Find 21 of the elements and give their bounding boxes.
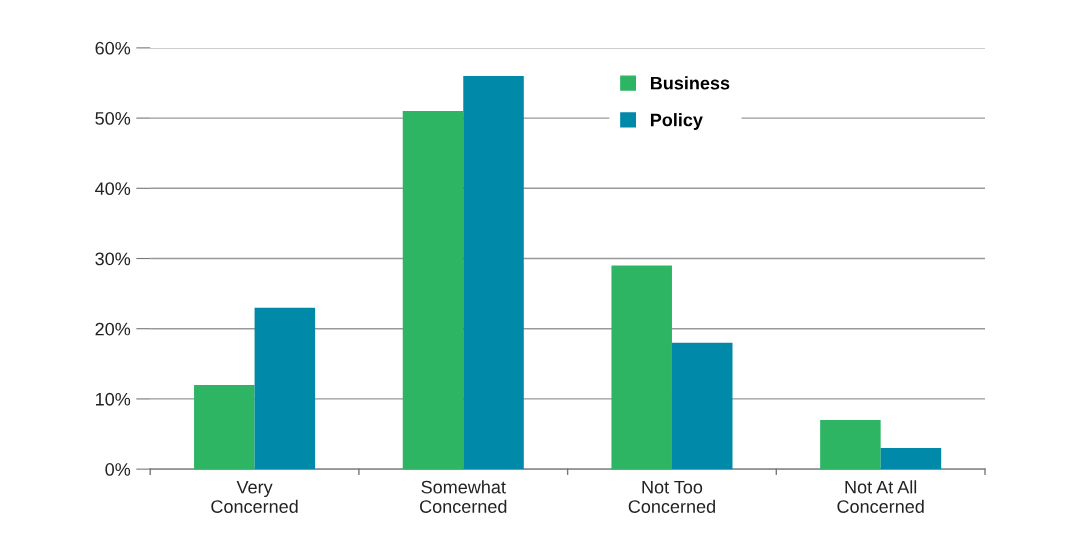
x-tick-label: Not Too Concerned: [628, 480, 715, 513]
y-tick-label: 0%: [105, 463, 131, 476]
bar: [671, 342, 733, 470]
x-tick-label: Somewhat Concerned: [420, 480, 507, 513]
bar: [194, 384, 255, 470]
bar: [254, 307, 316, 470]
bar: [820, 419, 881, 470]
bar: [880, 448, 942, 470]
x-tick-label: Very Concerned: [211, 480, 298, 513]
y-tick-label: 20%: [95, 322, 131, 336]
y-tick-label: 60%: [95, 41, 131, 55]
y-tick-label: 30%: [95, 252, 131, 266]
y-tick-label: 10%: [96, 392, 131, 406]
legend-label: Business: [650, 76, 730, 90]
bar: [463, 75, 524, 470]
y-tick-label: 40%: [95, 182, 131, 196]
y-tick-label: 50%: [95, 112, 131, 125]
x-tick-label: Not At All Concerned: [837, 480, 924, 513]
legend-label: Policy: [650, 113, 703, 130]
bar: [402, 111, 464, 470]
bar: [611, 265, 672, 470]
